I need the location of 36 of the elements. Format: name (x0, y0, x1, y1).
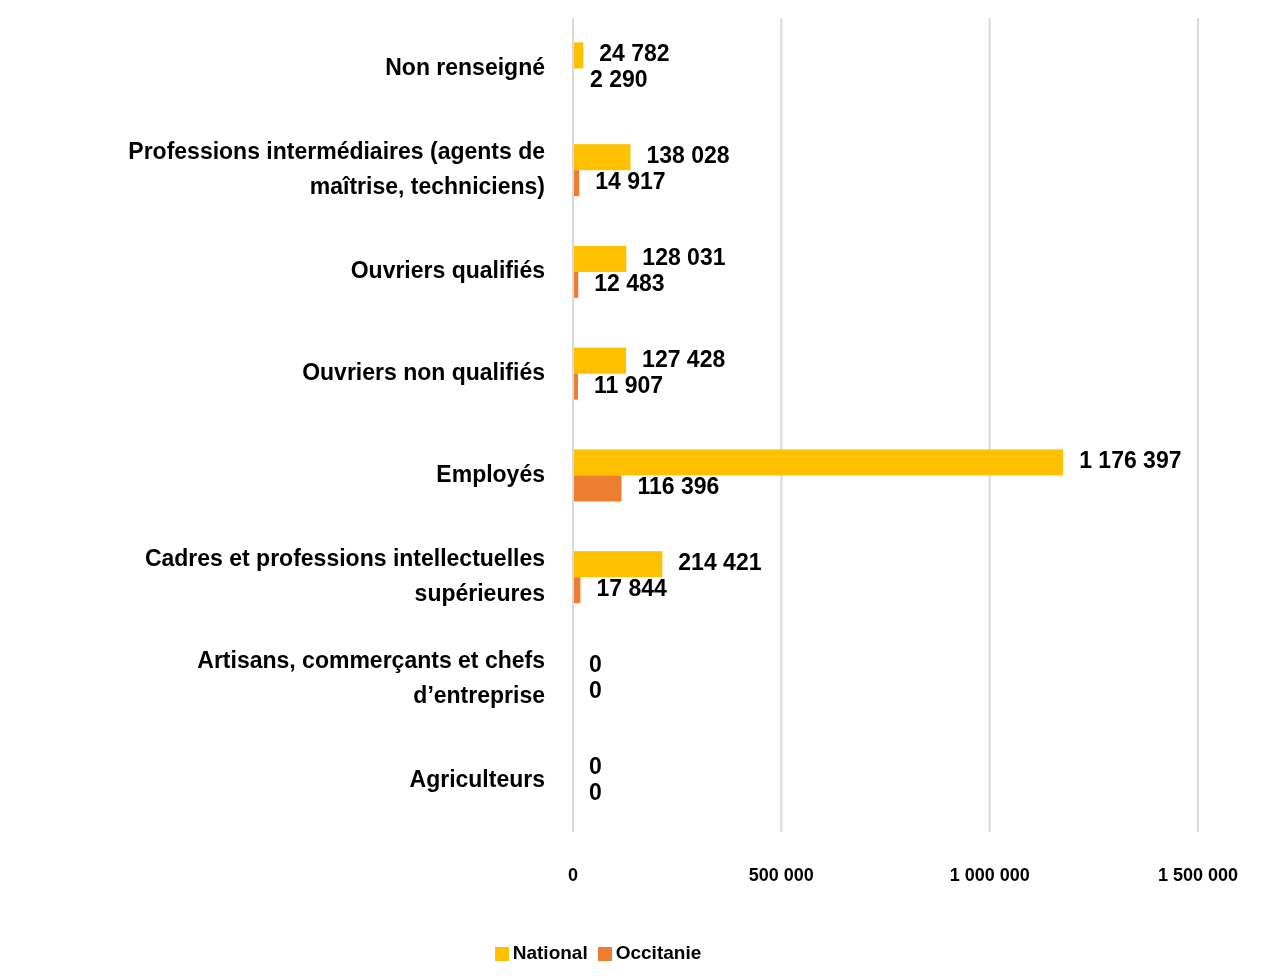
x-tick-label: 1 000 000 (949, 864, 1030, 885)
legend-label: Occitanie (615, 942, 702, 963)
x-tick-label: 1 500 000 (1157, 864, 1239, 885)
y-tick-label: Ouvriers non qualifiés (302, 359, 545, 386)
y-tick-label: Employés (436, 460, 545, 487)
y-tick-label: Professions intermédiaires (agents de maîtrise, techniciens) (128, 138, 545, 200)
data-label: 12 483 (594, 270, 665, 296)
data-label: 0 (589, 778, 602, 805)
y-tick-label: Non renseigné (385, 53, 545, 80)
data-label: 1 176 397 (1079, 447, 1182, 474)
data-label: 128 031 (642, 244, 726, 270)
data-label: 24 782 (599, 40, 670, 67)
bar (573, 144, 631, 171)
data-label: 214 421 (678, 549, 762, 576)
data-label: 2 290 (589, 66, 648, 93)
data-label: 17 844 (596, 575, 667, 602)
bar (573, 347, 627, 374)
legend-label: National (512, 942, 588, 963)
data-label: 0 (589, 651, 602, 677)
bar (573, 449, 1064, 476)
bar (573, 475, 622, 502)
data-label: 0 (589, 677, 602, 703)
data-label: 14 917 (595, 168, 666, 195)
x-tick-label: 0 (567, 864, 579, 885)
bar (573, 245, 627, 272)
data-label: 0 (589, 752, 602, 779)
data-label: 138 028 (646, 142, 730, 169)
bar (573, 551, 663, 578)
x-tick-label: 500 000 (748, 864, 814, 885)
y-tick-label: Cadres et professions intellectuelles supérieures (144, 545, 545, 607)
y-tick-label: Artisans, commerçants et chefs d’entreprise (197, 646, 545, 708)
data-label: 11 907 (593, 371, 664, 398)
data-label: 116 396 (637, 473, 720, 500)
y-tick-label: Ouvriers qualifiés (350, 257, 545, 284)
data-label: 127 428 (642, 345, 726, 372)
y-tick-label: Agriculteurs (409, 766, 545, 793)
